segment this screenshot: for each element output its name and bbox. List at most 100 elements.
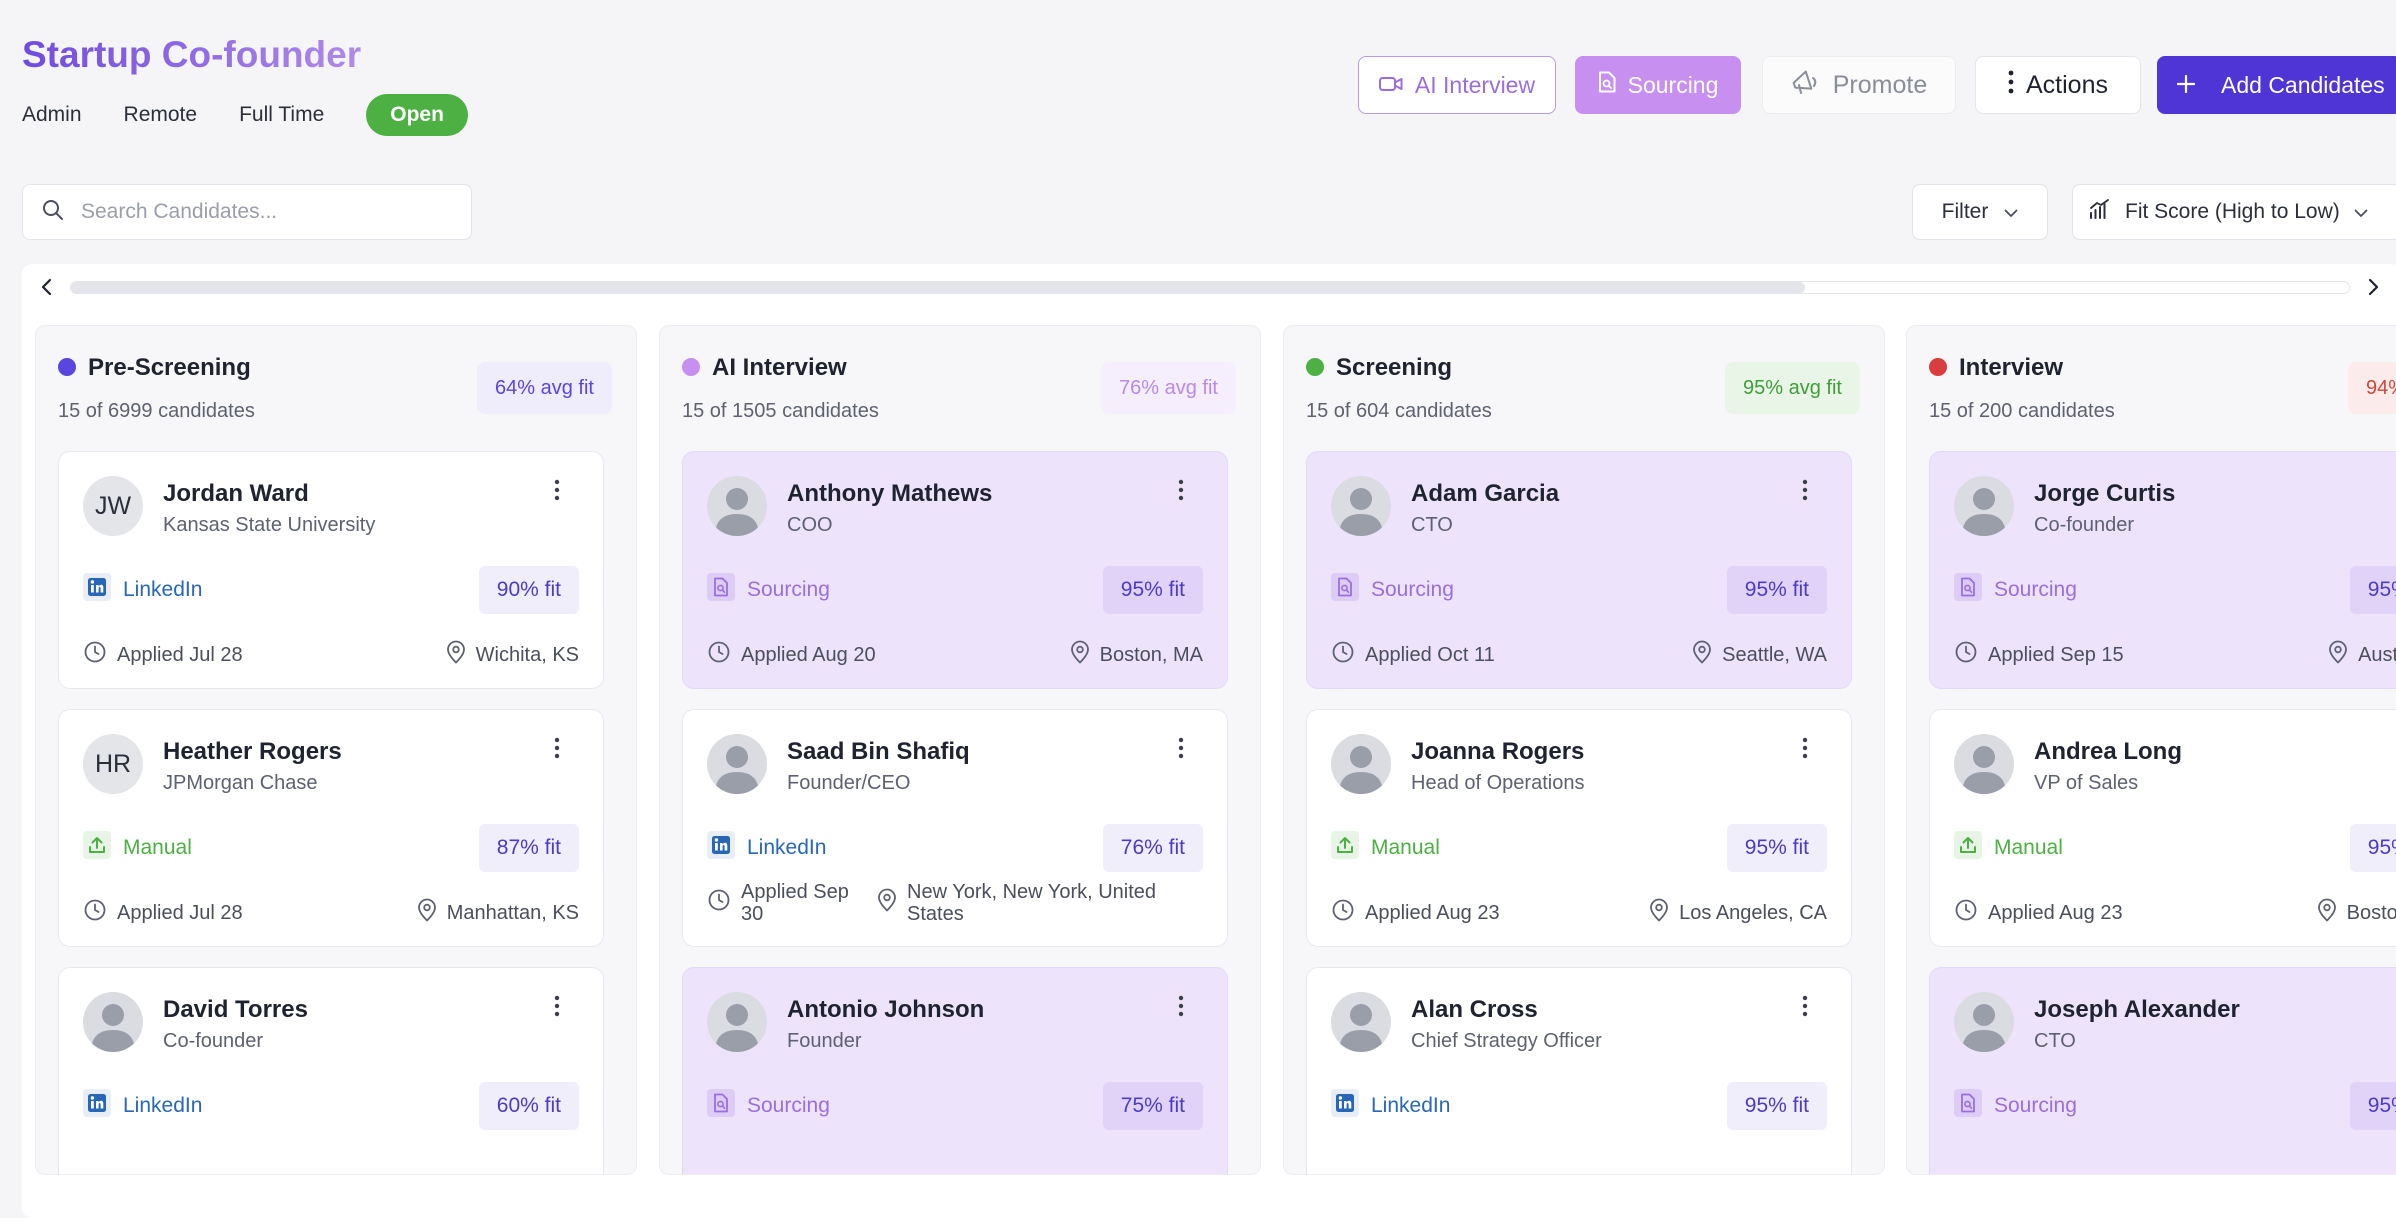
sourcing-button[interactable]: Sourcing xyxy=(1575,56,1741,114)
scroll-right-chevron-icon[interactable] xyxy=(2362,276,2384,298)
candidate-name[interactable]: David Torres xyxy=(163,996,308,1023)
candidate-card[interactable]: JW Jordan Ward Kansas State University Link… xyxy=(58,451,604,689)
candidate-name[interactable]: Jordan Ward xyxy=(163,480,309,507)
candidate-subtitle: Co-founder xyxy=(2034,514,2135,536)
fit-score-badge: 95% fit xyxy=(1726,824,1827,872)
column-candidate-count: 15 of 200 candidates xyxy=(1929,400,2115,422)
candidate-card[interactable]: Jorge Curtis Co-founder Sourcing 95% fit App… xyxy=(1929,451,2396,689)
clock-icon xyxy=(83,898,107,928)
job-department: Admin xyxy=(22,103,82,126)
card-menu-icon[interactable] xyxy=(549,478,565,502)
job-status-badge[interactable]: Open xyxy=(366,94,468,136)
source-label: Manual xyxy=(123,836,192,859)
column-pre-screening: Pre-Screening 15 of 6999 candidates 64% av… xyxy=(35,325,637,1175)
clock-icon xyxy=(1954,898,1978,928)
candidate-source: Sourcing xyxy=(707,1089,830,1121)
column-ai-interview: AI Interview 15 of 1505 candidates 76% avg… xyxy=(659,325,1261,1175)
candidate-card[interactable]: Alan Cross Chief Strategy Officer LinkedIn… xyxy=(1306,967,1852,1174)
candidate-subtitle: JPMorgan Chase xyxy=(163,772,318,794)
candidate-source: Manual xyxy=(83,831,192,863)
promote-button[interactable]: Promote xyxy=(1762,56,1956,114)
card-menu-icon[interactable] xyxy=(1173,994,1189,1018)
add-candidates-button[interactable]: Add Candidates xyxy=(2157,56,2396,114)
avatar-placeholder-icon xyxy=(1331,476,1391,536)
candidate-name[interactable]: Heather Rogers xyxy=(163,738,342,765)
candidate-subtitle: Head of Operations xyxy=(1411,772,1585,794)
candidate-subtitle: COO xyxy=(787,514,833,536)
candidate-location: Wichita, KS xyxy=(446,640,579,670)
filter-button[interactable]: Filter xyxy=(1912,184,2048,240)
card-menu-icon[interactable] xyxy=(1797,994,1813,1018)
candidate-name[interactable]: Antonio Johnson xyxy=(787,996,985,1023)
candidate-card[interactable]: David Torres Co-founder LinkedIn 60% fit xyxy=(58,967,604,1174)
clock-icon xyxy=(1331,640,1355,670)
candidate-name[interactable]: Andrea Long xyxy=(2034,738,2182,765)
candidate-source: Sourcing xyxy=(1331,573,1454,605)
candidate-source: Sourcing xyxy=(707,573,830,605)
filter-button-label: Filter xyxy=(1941,200,1989,223)
sort-chart-icon xyxy=(2089,199,2111,225)
fit-score-badge: 95% fit xyxy=(1102,566,1203,614)
candidate-card[interactable]: Adam Garcia CTO Sourcing 95% fit Applied Oct… xyxy=(1306,451,1852,689)
candidate-card[interactable]: Anthony Mathews COO Sourcing 95% fit Applied… xyxy=(682,451,1228,689)
linkedin-icon xyxy=(83,573,111,607)
clock-icon xyxy=(707,640,731,670)
fit-score-badge: 95% fit xyxy=(2349,1082,2396,1130)
candidate-card[interactable]: Saad Bin Shafiq Founder/CEO LinkedIn 76% fi… xyxy=(682,709,1228,947)
candidate-name[interactable]: Joseph Alexander xyxy=(2034,996,2240,1023)
candidate-name[interactable]: Saad Bin Shafiq xyxy=(787,738,970,765)
card-menu-icon[interactable] xyxy=(1797,478,1813,502)
source-label: LinkedIn xyxy=(123,1094,203,1117)
card-menu-icon[interactable] xyxy=(549,994,565,1018)
sort-select[interactable]: Fit Score (High to Low) xyxy=(2072,184,2396,240)
fit-score-badge: 76% fit xyxy=(1102,824,1203,872)
source-label: Manual xyxy=(1994,836,2063,859)
card-menu-icon[interactable] xyxy=(1173,478,1189,502)
map-pin-icon xyxy=(2317,898,2337,928)
clock-icon xyxy=(707,882,731,918)
candidate-card[interactable]: Antonio Johnson Founder Sourcing 75% fit xyxy=(682,967,1228,1174)
card-menu-icon[interactable] xyxy=(549,736,565,760)
ai-interview-button-label: AI Interview xyxy=(1414,71,1536,98)
candidate-name[interactable]: Adam Garcia xyxy=(1411,480,1560,507)
source-label: Sourcing xyxy=(1371,578,1454,601)
column-status-dot xyxy=(1306,358,1324,376)
fit-score-badge: 95% fit xyxy=(1726,1082,1827,1130)
candidate-source: LinkedIn xyxy=(1331,1089,1450,1121)
candidate-source: Manual xyxy=(1331,831,1440,863)
card-menu-icon[interactable] xyxy=(1797,736,1813,760)
candidate-location: Los Angeles, CA xyxy=(1649,898,1827,928)
source-label: Manual xyxy=(1371,836,1440,859)
candidate-name[interactable]: Joanna Rogers xyxy=(1411,738,1585,765)
candidate-location: Austin, TX xyxy=(2328,640,2396,670)
column-candidate-count: 15 of 604 candidates xyxy=(1306,400,1492,422)
candidate-subtitle: Founder xyxy=(787,1030,862,1052)
candidate-card[interactable]: Andrea Long VP of Sales Manual 95% fit Appli… xyxy=(1929,709,2396,947)
avatar-placeholder-icon xyxy=(1331,992,1391,1052)
source-label: Sourcing xyxy=(747,578,830,601)
scroll-left-chevron-icon[interactable] xyxy=(36,276,58,298)
candidate-subtitle: Chief Strategy Officer xyxy=(1411,1030,1602,1052)
column-candidate-count: 15 of 1505 candidates xyxy=(682,400,879,422)
promote-button-label: Promote xyxy=(1832,70,1928,99)
candidate-source: LinkedIn xyxy=(83,573,202,607)
actions-button[interactable]: Actions xyxy=(1975,56,2141,114)
search-box[interactable] xyxy=(22,184,472,240)
search-input[interactable] xyxy=(81,200,441,224)
candidate-card[interactable]: Joseph Alexander CTO Sourcing 95% fit xyxy=(1929,967,2396,1174)
candidate-card[interactable]: Joanna Rogers Head of Operations Manual 95%… xyxy=(1306,709,1852,947)
applied-date: Applied Jul 28 xyxy=(83,898,243,928)
scrollbar-thumb[interactable] xyxy=(71,282,1805,293)
candidate-card[interactable]: HR Heather Rogers JPMorgan Chase Manual 87% … xyxy=(58,709,604,947)
document-search-icon xyxy=(1598,71,1616,99)
horizontal-scrollbar[interactable] xyxy=(70,281,2350,294)
candidate-name[interactable]: Alan Cross xyxy=(1411,996,1538,1023)
candidate-source: LinkedIn xyxy=(707,831,826,863)
fit-score-badge: 87% fit xyxy=(478,824,579,872)
card-menu-icon[interactable] xyxy=(1173,736,1189,760)
clock-icon xyxy=(1331,898,1355,928)
candidate-name[interactable]: Anthony Mathews xyxy=(787,480,993,507)
ai-interview-button[interactable]: AI Interview xyxy=(1358,56,1556,114)
candidate-name[interactable]: Jorge Curtis xyxy=(2034,480,2176,507)
candidate-location: Boston, MA xyxy=(1070,640,1203,670)
